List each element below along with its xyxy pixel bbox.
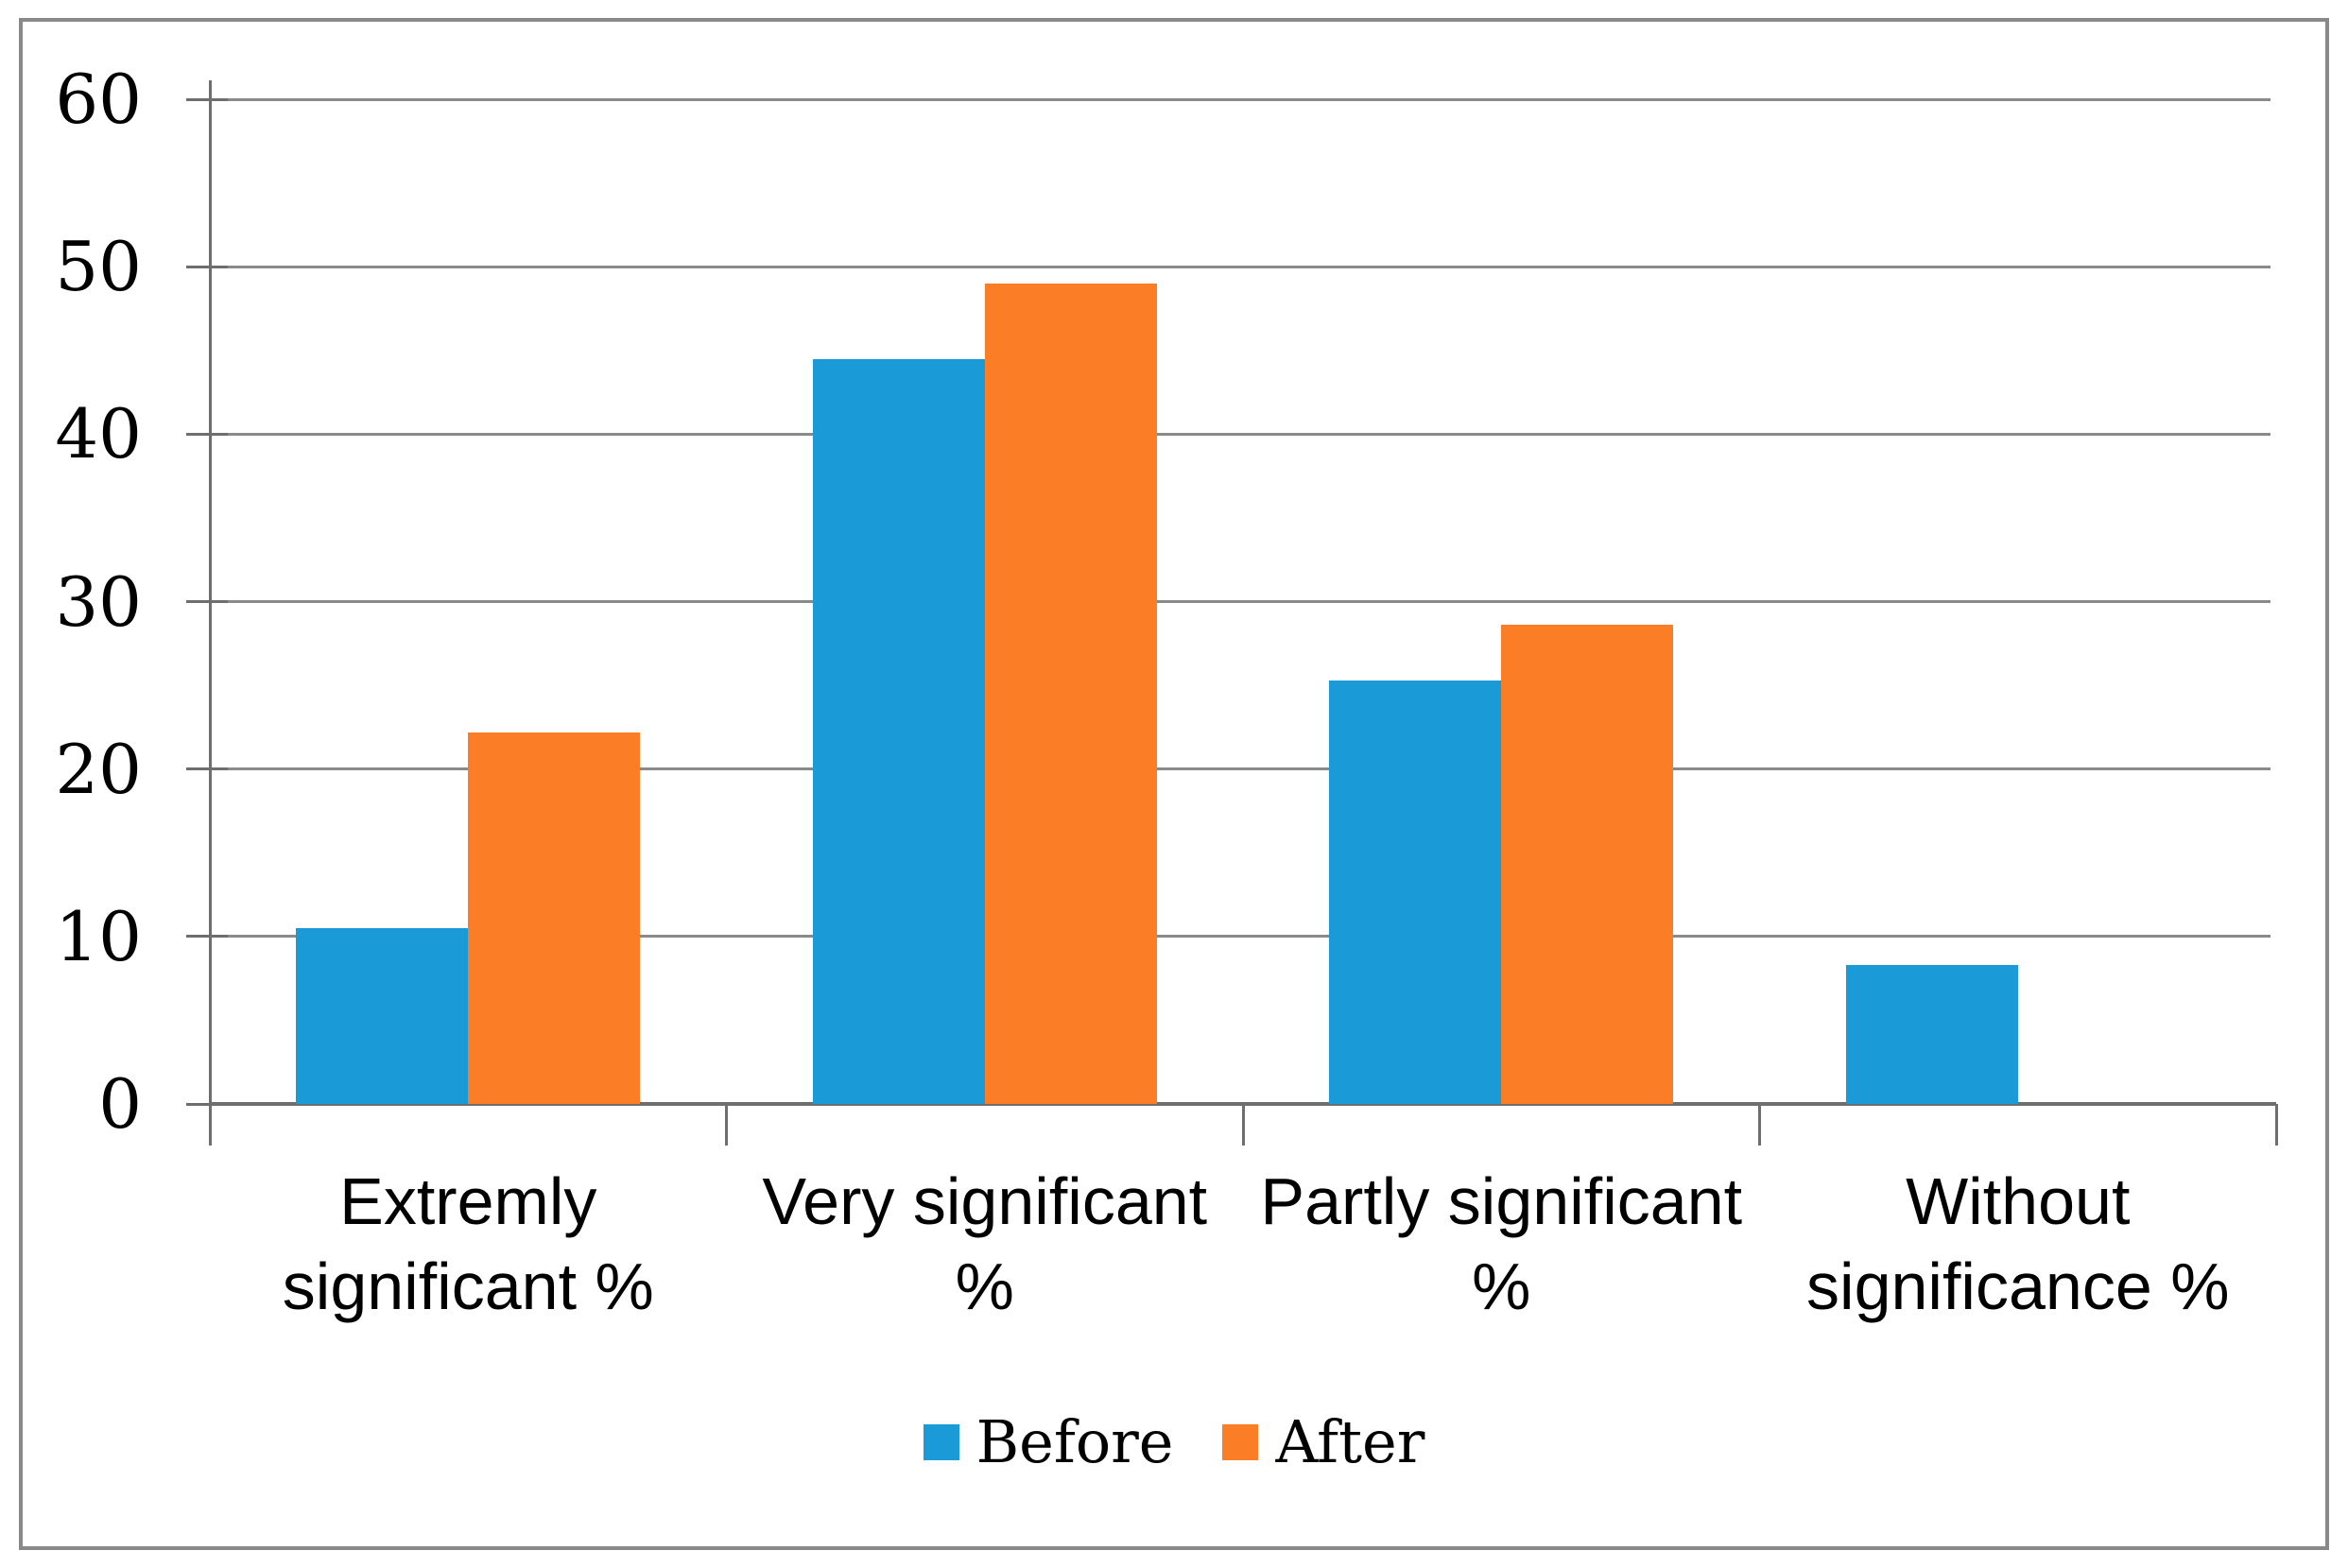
x-category-label-line: % (955, 1249, 1014, 1323)
y-axis-tick-10 (186, 935, 228, 939)
gridline-30 (210, 600, 2270, 603)
y-tick-label-50: 50 (55, 227, 142, 307)
legend-label-before: Before (975, 1407, 1174, 1476)
x-category-label-line: % (1472, 1249, 1531, 1323)
legend-swatch-after (1222, 1424, 1259, 1460)
x-category-label-line: significance % (1806, 1249, 2230, 1323)
y-axis-tick-60 (186, 97, 228, 101)
y-axis-tick-40 (186, 432, 228, 436)
bar-after-1 (984, 283, 1157, 1104)
y-axis-line (208, 80, 212, 1146)
gridline-20 (210, 767, 2270, 771)
gridline-50 (210, 265, 2270, 268)
x-category-label-0: Extremly significant % (172, 1159, 765, 1329)
x-category-label-1: Very significant% (689, 1159, 1282, 1329)
gridline-10 (210, 935, 2270, 939)
y-tick-label-20: 20 (55, 729, 142, 809)
bar-before-0 (296, 927, 469, 1104)
y-axis-tick-30 (186, 600, 228, 603)
bar-before-2 (1329, 680, 1502, 1104)
x-axis-tick-1 (725, 1104, 728, 1146)
y-tick-label-10: 10 (55, 896, 142, 976)
legend-item-after: After (1222, 1409, 1424, 1475)
x-category-label-line: significant % (282, 1249, 654, 1323)
x-category-label-line: Without (1906, 1164, 2131, 1238)
x-category-label-2: Partly significant% (1205, 1159, 1798, 1329)
legend-item-before: Before (923, 1407, 1174, 1476)
x-category-label-line: Very significant (762, 1164, 1208, 1238)
x-category-label-line: Extremly (339, 1164, 597, 1238)
x-axis-tick-3 (1758, 1104, 1761, 1146)
bar-after-2 (1501, 625, 1674, 1104)
chart-border (19, 18, 2329, 1550)
y-tick-label-40: 40 (55, 394, 142, 474)
y-axis-tick-20 (186, 767, 228, 771)
gridline-40 (210, 432, 2270, 436)
y-tick-label-30: 30 (55, 561, 142, 642)
bar-after-0 (468, 732, 641, 1104)
x-category-label-line: Partly significant (1260, 1164, 1743, 1238)
x-category-label-3: Without significance % (1722, 1159, 2315, 1329)
bar-before-1 (812, 358, 985, 1104)
bar-before-3 (1845, 964, 2018, 1104)
x-axis-tick-0 (208, 1104, 212, 1146)
x-axis-tick-4 (2274, 1104, 2278, 1146)
legend-swatch-before (923, 1424, 959, 1460)
legend: Before After (0, 1393, 2348, 1491)
y-tick-label-0: 0 (98, 1064, 142, 1144)
x-axis-tick-2 (1241, 1104, 1245, 1146)
gridline-60 (210, 97, 2270, 101)
y-tick-label-60: 60 (55, 60, 142, 139)
y-axis-tick-0 (186, 1102, 228, 1106)
y-axis-tick-50 (186, 265, 228, 268)
legend-label-after: After (1275, 1407, 1425, 1476)
